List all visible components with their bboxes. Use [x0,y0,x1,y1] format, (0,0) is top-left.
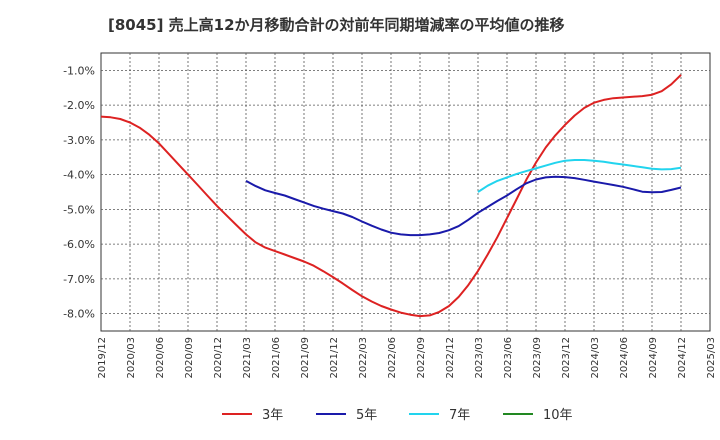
y-tick-label: -2.0% [63,99,95,112]
chart-title: [8045] 売上高12か月移動合計の対前年同期増減率の平均値の推移 [108,16,565,34]
grid-lines [101,53,710,331]
x-tick-label: 2023/12 [561,337,572,379]
x-tick-label: 2025/03 [706,337,717,379]
x-tick-label: 2022/12 [445,337,456,379]
y-tick-label: -4.0% [63,169,95,182]
x-tick-label: 2020/12 [213,337,224,379]
y-tick-label: -7.0% [63,273,95,286]
x-tick-label: 2022/09 [416,337,427,379]
x-tick-label: 2023/09 [532,337,543,379]
x-tick-label: 2024/09 [648,337,659,379]
plot-area [100,52,711,332]
x-tick-label: 2022/06 [387,337,398,379]
x-tick-label: 2020/03 [126,337,137,379]
x-tick-label: 2024/06 [619,337,630,379]
x-tick-label: 2024/03 [590,337,601,379]
series-line-1 [245,175,682,237]
x-tick-label: 2021/03 [242,337,253,379]
y-tick-label: -6.0% [63,238,95,251]
x-tick-label: 2022/03 [358,337,369,379]
series-line-0 [100,74,682,318]
y-tick-label: -1.0% [63,64,95,77]
x-tick-label: 2023/03 [474,337,485,379]
legend-label: 5年 [356,408,377,423]
legend-label: 3年 [262,408,283,423]
legend-label: 10年 [543,408,573,423]
legend-label: 7年 [449,408,470,423]
x-tick-label: 2021/12 [329,337,340,379]
y-tick-label: -3.0% [63,134,95,147]
x-tick-label: 2021/09 [300,337,311,379]
x-tick-label: 2020/06 [155,337,166,379]
x-tick-label: 2020/09 [184,337,195,379]
y-tick-label: -5.0% [63,203,95,216]
series-lines [100,74,682,318]
x-tick-label: 2023/06 [503,337,514,379]
x-tick-label: 2019/12 [97,337,108,379]
y-tick-label: -8.0% [63,308,95,321]
x-tick-label: 2024/12 [677,337,688,379]
series-line-2 [477,159,682,193]
legend: 3年 5年 7年 10年 [222,408,573,423]
y-axis: -1.0% -2.0% -3.0% -4.0% -5.0% -6.0% -7.0% -8.0% [63,64,95,320]
x-axis: 2019/12 2020/03 2020/06 2020/09 2020/12 2021/… [97,337,717,379]
x-tick-label: 2021/06 [271,337,282,379]
